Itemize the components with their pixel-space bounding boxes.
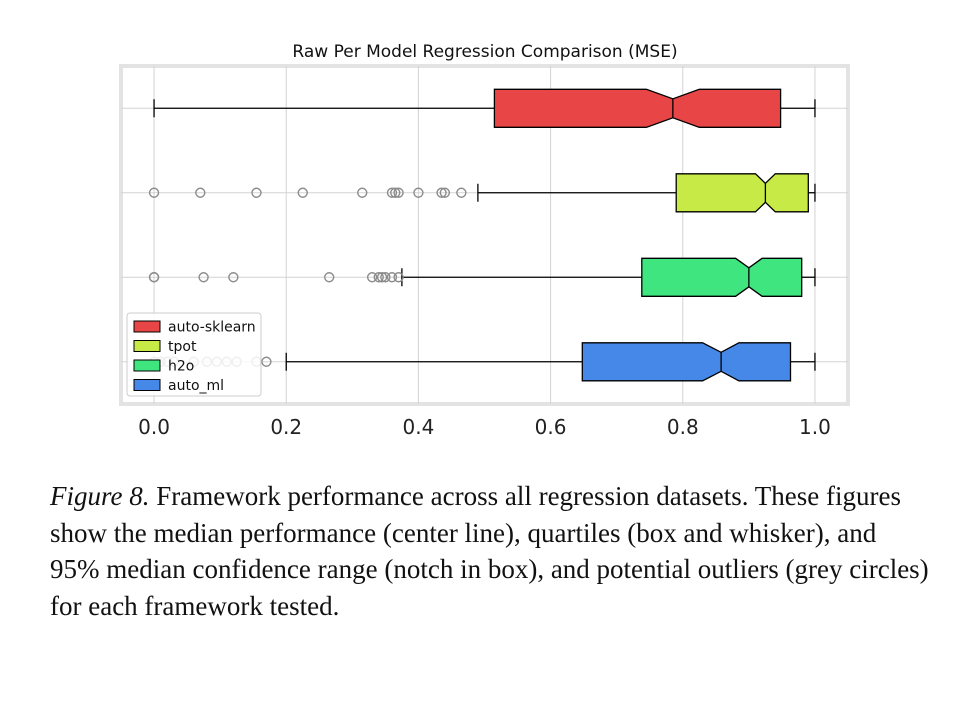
legend-swatch-auto_ml [133,379,161,391]
outlier-h2o-8 [380,272,391,283]
x-tick-label-5: 1.0 [799,415,831,439]
outlier-h2o-5 [366,272,378,283]
outlier-tpot-8 [413,187,424,198]
outlier-tpot-1 [195,187,206,198]
x-tick-label-4: 0.8 [667,415,699,439]
outlier-tpot-7 [393,187,404,198]
legend-swatch-tpot [133,340,161,352]
box-auto-sklearn [153,88,816,128]
outlier-tpot-9 [436,187,447,198]
x-axis-ticks: 0.0 0.2 0.4 0.6 0.8 1.0 [138,415,831,439]
outlier-tpot-10 [439,187,451,198]
legend-frame [126,312,262,397]
box-tpot [148,173,816,213]
legend-label-h2o: h2o [168,359,194,375]
legend-label-tpot: tpot [168,339,197,355]
figure-caption: Figure 8. Framework performance across a… [50,478,930,624]
x-tick-label-1: 0.2 [270,415,302,439]
notched-box-h2o [641,257,803,297]
outlier-h2o-4 [323,272,335,283]
legend-label-auto_ml: auto_ml [168,378,224,394]
legend-label-auto-sklearn: auto-sklearn [168,320,256,336]
outlier-tpot-4 [357,187,368,198]
outlier-h2o-9 [386,272,398,283]
outlier-h2o-2 [198,272,209,283]
outlier-tpot-2 [251,187,262,198]
outlier-h2o-7 [376,272,388,283]
outlier-auto_ml-10 [261,356,272,367]
figure-label: Figure 8. [50,481,150,511]
outlier-h2o-6 [373,272,384,283]
outlier-h2o-10 [393,272,404,283]
outlier-tpot-6 [390,187,401,198]
x-tick-label-0: 0.0 [138,415,170,439]
chart-title: Raw Per Model Regression Comparison (MSE… [292,42,677,62]
outlier-tpot-11 [456,187,467,198]
legend-swatch-h2o [133,359,161,372]
outlier-h2o-1 [148,272,160,283]
outlier-h2o-3 [228,272,239,283]
legend-swatch-auto-sklearn [133,320,161,333]
box-series [148,88,816,382]
x-tick-label-3: 0.6 [535,415,567,439]
outlier-tpot-5 [386,187,398,198]
outlier-tpot-3 [297,187,308,198]
box-h2o [148,257,816,297]
notched-box-auto-sklearn [493,88,782,128]
notched-box-tpot [675,173,809,213]
notched-box-auto_ml [581,342,792,382]
caption-text: Framework performance across all regress… [50,481,929,621]
legend: auto-sklearn tpot h2o auto_ml [126,312,262,397]
x-tick-label-2: 0.4 [403,415,435,439]
outlier-tpot-0 [148,187,160,198]
boxplot-chart: Raw Per Model Regression Comparison (MSE… [119,42,850,439]
